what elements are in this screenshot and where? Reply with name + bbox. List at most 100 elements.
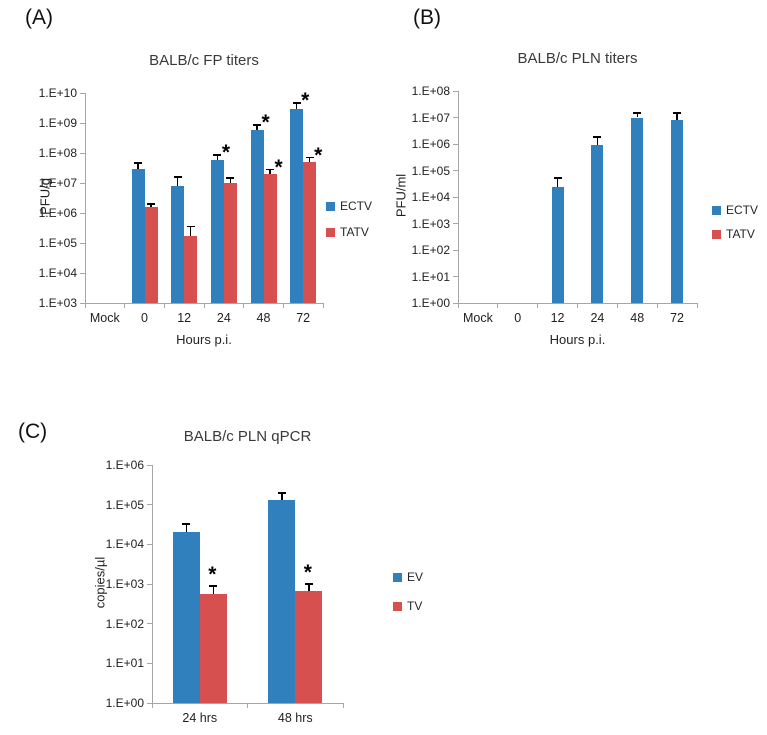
y-axis-tick xyxy=(80,272,85,274)
y-tick-label: 1.E+06 xyxy=(38,206,77,220)
y-axis-tick xyxy=(453,302,458,304)
chart-title: BALB/c PLN qPCR xyxy=(183,428,312,445)
y-tick-label: 1.E+06 xyxy=(105,458,144,472)
significance-asterisk: * xyxy=(301,89,310,113)
legend-swatch xyxy=(326,201,335,211)
x-axis-tick xyxy=(243,304,245,308)
y-tick-label: 1.E+07 xyxy=(38,176,77,190)
error-bar-stem xyxy=(308,584,310,592)
error-bar-stem xyxy=(189,226,192,237)
error-bar-cap xyxy=(173,175,182,178)
error-bar-cap xyxy=(182,522,191,525)
error-bar-stem xyxy=(229,177,232,183)
error-bar-stem xyxy=(596,137,599,146)
legend-label: TATV xyxy=(340,225,369,239)
legend-label: EV xyxy=(407,570,424,584)
y-axis-tick xyxy=(147,543,152,545)
legend-item-ev: EV xyxy=(393,570,423,584)
bar-tatv-24 xyxy=(223,183,237,303)
error-bar-cap xyxy=(209,584,218,587)
y-axis-tick xyxy=(80,92,85,94)
x-category-label: 24 hrs xyxy=(182,711,218,725)
panel-label-a: (A) xyxy=(25,6,53,29)
x-axis-tick xyxy=(151,704,153,708)
x-category-label: Mock xyxy=(462,311,493,325)
y-axis-tick xyxy=(80,182,85,184)
y-axis-tick xyxy=(80,152,85,154)
y-tick-label: 1.E+00 xyxy=(411,296,450,310)
legend-item-tv: TV xyxy=(393,599,423,613)
y-tick-label: 1.E+07 xyxy=(411,110,450,125)
error-bar-cap xyxy=(277,491,286,494)
legend-swatch xyxy=(326,227,335,237)
y-axis-tick xyxy=(453,196,458,198)
error-bar-cap xyxy=(593,136,602,139)
y-tick-label: 1.E+04 xyxy=(38,266,77,280)
significance-asterisk: * xyxy=(208,562,217,586)
error-bar-stem xyxy=(212,585,214,595)
error-bar-stem xyxy=(150,203,152,207)
error-bar-cap xyxy=(553,177,562,180)
error-bar-cap xyxy=(213,154,222,156)
plot-area xyxy=(152,465,344,704)
legend: EV TV xyxy=(393,570,423,613)
x-axis-tick xyxy=(537,304,539,308)
error-bar-cap xyxy=(147,202,155,205)
x-axis-tick xyxy=(247,704,248,708)
bar-tatv-72 xyxy=(303,162,317,303)
bar-ectv-72 xyxy=(671,120,684,303)
error-bar-stem xyxy=(556,178,559,188)
legend-label: ECTV xyxy=(726,203,759,217)
legend-swatch xyxy=(712,229,721,239)
y-tick-label: 1.E+04 xyxy=(411,190,450,204)
plot-area xyxy=(458,91,698,304)
y-tick-label: 1.E+02 xyxy=(105,616,144,631)
error-bar-stem xyxy=(176,176,179,186)
y-tick-label: 1.E+06 xyxy=(411,137,450,151)
error-bar-stem xyxy=(295,103,298,109)
y-axis-tick xyxy=(453,276,458,277)
y-axis-tick xyxy=(80,212,85,214)
x-category-label: 0 xyxy=(514,311,522,325)
error-bar-stem xyxy=(256,125,258,130)
x-category-label: 48 xyxy=(630,311,645,325)
y-tick-label: 1.E+01 xyxy=(411,269,450,284)
bar-ectv-48 xyxy=(250,129,264,303)
y-axis-tick xyxy=(147,623,152,625)
significance-asterisk: * xyxy=(303,561,312,584)
error-bar-cap xyxy=(253,124,261,126)
x-category-label: 48 hrs xyxy=(277,711,313,725)
y-axis-tick xyxy=(80,122,85,124)
y-tick-label: 1.E+08 xyxy=(411,84,450,98)
legend-swatch xyxy=(393,601,402,611)
bar-ectv-24 xyxy=(210,159,224,303)
significance-asterisk: * xyxy=(274,155,283,179)
y-axis-tick xyxy=(453,249,458,251)
error-bar-stem xyxy=(281,492,283,501)
x-category-label: 12 xyxy=(177,311,192,325)
bar-tatv-12 xyxy=(184,236,198,303)
x-category-label: 72 xyxy=(670,311,685,325)
error-bar-cap xyxy=(226,176,235,179)
error-bar-stem xyxy=(137,163,139,169)
y-axis-tick xyxy=(147,702,152,704)
y-axis-tick xyxy=(453,143,458,145)
legend: ECTV TATV xyxy=(326,199,372,239)
bar-ectv-12 xyxy=(171,185,185,303)
legend: ECTV TATV xyxy=(712,203,758,241)
significance-asterisk: * xyxy=(261,111,270,135)
error-bar-cap xyxy=(673,111,682,114)
x-axis-tick xyxy=(163,304,165,308)
bar-tv-24hrs xyxy=(199,594,227,703)
x-category-label: 48 xyxy=(256,311,271,325)
error-bar-cap xyxy=(266,168,274,171)
legend-item-tatv: TATV xyxy=(712,227,758,241)
panel-label-c: (C) xyxy=(18,420,48,443)
y-axis-tick xyxy=(147,464,152,466)
y-tick-label: 1.E+03 xyxy=(38,296,77,310)
legend-item-tatv: TATV xyxy=(326,225,372,239)
error-bar-cap xyxy=(134,162,142,165)
error-bar-stem xyxy=(216,155,219,160)
legend-label: TV xyxy=(407,599,423,613)
